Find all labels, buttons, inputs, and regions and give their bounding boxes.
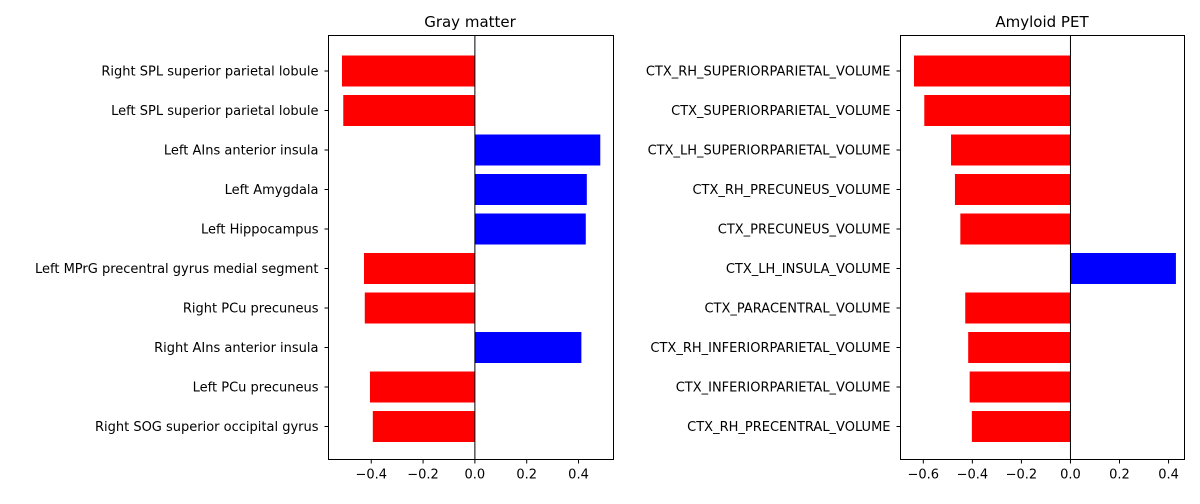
y-tick-label-gray-matter-8: Right AIns anterior insula (154, 341, 318, 356)
bar-gray-matter-3 (474, 134, 601, 166)
y-tick-label-gray-matter-5: Left Hippocampus (201, 223, 319, 238)
y-tick-label-gray-matter-1: Right SPL superior parietal lobule (101, 65, 318, 80)
x-tick-labels-amyloid-pet: −0.6 −0.4 −0.2 0.0 0.2 0.4 (908, 459, 1179, 483)
x-tick-label-gray-matter-2: −0.2 (407, 468, 439, 483)
y-tick-label-amyloid-pet-3: CTX_LH_SUPERIORPARIETAL_VOLUME (648, 144, 891, 159)
bar-amyloid-pet-4 (954, 174, 1071, 205)
bar-amyloid-pet-10 (971, 411, 1071, 442)
x-tick-label-amyloid-pet-2: −0.4 (957, 468, 989, 483)
bar-gray-matter-10 (372, 411, 475, 442)
bar-gray-matter-7 (364, 292, 475, 324)
bar-gray-matter-2 (343, 95, 475, 126)
bar-amyloid-pet-5 (960, 213, 1071, 245)
y-tick-labels-amyloid-pet: CTX_RH_SUPERIORPARIETAL_VOLUME CTX_SUPERI… (646, 65, 901, 435)
bar-amyloid-pet-6 (1070, 253, 1176, 284)
bar-gray-matter-6 (363, 253, 475, 284)
y-tick-label-amyloid-pet-9: CTX_INFERIORPARIETAL_VOLUME (676, 381, 891, 396)
panel-gray-matter: Gray matter Right SPL superior parietal … (35, 13, 614, 483)
plot-frame-gray-matter (328, 35, 614, 460)
panel-amyloid-pet: Amyloid PET CTX_RH_SUPERIORPARIETAL_VOLU… (646, 13, 1185, 483)
bar-gray-matter-5 (474, 213, 586, 245)
y-tick-label-gray-matter-3: Left AIns anterior insula (164, 144, 319, 159)
bar-gray-matter-8 (474, 332, 582, 363)
bars-amyloid-pet (913, 35, 1176, 460)
y-tick-label-gray-matter-2: Left SPL superior parietal lobule (111, 104, 318, 119)
y-tick-label-gray-matter-10: Right SOG superior occipital gyrus (95, 420, 319, 435)
bar-amyloid-pet-7 (965, 292, 1071, 324)
y-tick-label-amyloid-pet-5: CTX_PRECUNEUS_VOLUME (718, 223, 891, 238)
chart-title-gray-matter: Gray matter (424, 13, 516, 31)
x-tick-label-amyloid-pet-3: −0.2 (1006, 468, 1038, 483)
bar-amyloid-pet-9 (969, 371, 1071, 403)
chart-title-amyloid-pet: Amyloid PET (995, 13, 1089, 31)
bar-amyloid-pet-3 (951, 134, 1071, 166)
x-tick-label-amyloid-pet-6: 0.4 (1158, 468, 1179, 483)
x-tick-label-gray-matter-4: 0.2 (516, 468, 537, 483)
bar-amyloid-pet-8 (968, 332, 1071, 363)
y-tick-label-amyloid-pet-10: CTX_RH_PRECENTRAL_VOLUME (687, 420, 890, 435)
y-tick-label-gray-matter-9: Left PCu precuneus (193, 381, 319, 396)
plot-frame-amyloid-pet (900, 35, 1185, 460)
x-tick-label-gray-matter-1: −0.4 (355, 468, 387, 483)
x-tick-label-amyloid-pet-4: 0.0 (1060, 468, 1081, 483)
x-tick-label-gray-matter-3: 0.0 (465, 468, 486, 483)
y-tick-label-amyloid-pet-1: CTX_RH_SUPERIORPARIETAL_VOLUME (646, 65, 891, 80)
y-tick-label-gray-matter-7: Right PCu precuneus (183, 302, 319, 317)
y-tick-label-amyloid-pet-8: CTX_RH_INFERIORPARIETAL_VOLUME (650, 341, 890, 356)
y-tick-label-gray-matter-4: Left Amygdala (225, 183, 319, 198)
bar-amyloid-pet-1 (913, 55, 1071, 87)
y-tick-label-amyloid-pet-7: CTX_PARACENTRAL_VOLUME (704, 302, 890, 317)
bar-gray-matter-1 (341, 55, 475, 87)
bar-gray-matter-4 (474, 174, 587, 205)
bars-gray-matter (341, 35, 601, 460)
y-tick-labels-gray-matter: Right SPL superior parietal lobule Left S… (35, 65, 329, 435)
y-tick-label-amyloid-pet-2: CTX_SUPERIORPARIETAL_VOLUME (671, 104, 890, 119)
y-tick-label-amyloid-pet-6: CTX_LH_INSULA_VOLUME (726, 262, 891, 277)
y-tick-label-gray-matter-6: Left MPrG precentral gyrus medial segmen… (35, 262, 319, 277)
x-tick-label-amyloid-pet-1: −0.6 (908, 468, 940, 483)
x-tick-label-gray-matter-5: 0.4 (568, 468, 589, 483)
y-tick-label-amyloid-pet-4: CTX_RH_PRECUNEUS_VOLUME (692, 183, 890, 198)
x-tick-label-amyloid-pet-5: 0.2 (1109, 468, 1130, 483)
bar-amyloid-pet-2 (924, 95, 1071, 126)
x-tick-labels-gray-matter: −0.4 −0.2 0.0 0.2 0.4 (355, 459, 589, 483)
bar-gray-matter-9 (369, 371, 475, 403)
